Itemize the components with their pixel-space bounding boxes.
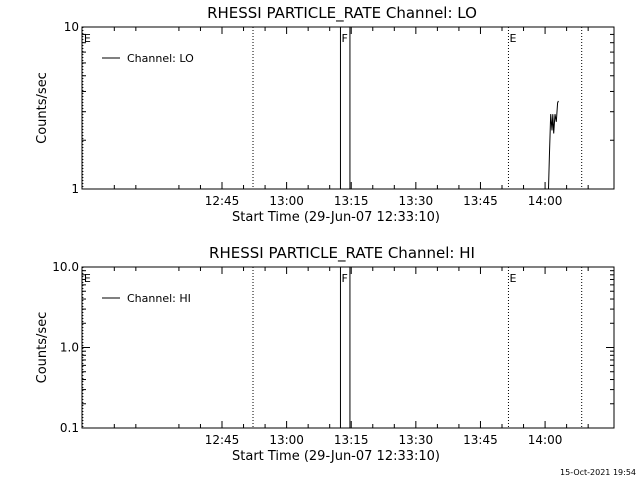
x-axis-label: Start Time (29-Jun-07 12:33:10): [232, 449, 440, 464]
y-axis-label: Counts/sec: [35, 312, 50, 384]
x-tick-label: 12:45: [205, 433, 240, 447]
x-tick-label: 13:15: [334, 194, 369, 208]
event-marker-label: E: [84, 272, 91, 285]
x-tick-label: 13:45: [463, 433, 498, 447]
y-tick-label: 1.0: [60, 341, 79, 355]
x-tick-label: 12:45: [205, 194, 240, 208]
series-line-channel: [548, 100, 559, 190]
event-marker-label: F: [341, 32, 347, 45]
event-marker-label: E: [509, 32, 516, 45]
legend-entry: Channel: HI: [127, 292, 191, 305]
event-marker-label: E: [509, 272, 516, 285]
y-tick-label: 1: [71, 182, 79, 196]
y-tick-label: 10.0: [52, 260, 79, 274]
chart-title: RHESSI PARTICLE_RATE Channel: LO: [207, 4, 477, 23]
y-axis-label: Counts/sec: [35, 72, 50, 144]
legend-entry: Channel: LO: [127, 52, 194, 65]
x-tick-label: 13:15: [334, 433, 369, 447]
panel-hi: RHESSI PARTICLE_RATE Channel: HI 12:45 13:…: [35, 244, 615, 464]
y-tick-label: 10: [64, 20, 79, 34]
x-tick-label: 14:00: [528, 194, 563, 208]
x-tick-label: 13:00: [269, 194, 304, 208]
x-tick-label: 14:00: [528, 433, 563, 447]
footer-timestamp: 15-Oct-2021 19:54: [560, 468, 636, 477]
y-tick-label: 0.1: [60, 421, 79, 435]
x-tick-label: 13:30: [399, 194, 434, 208]
chart-title: RHESSI PARTICLE_RATE Channel: HI: [209, 244, 475, 263]
x-tick-label: 13:30: [399, 433, 434, 447]
x-tick-label: 13:00: [269, 433, 304, 447]
x-axis-label: Start Time (29-Jun-07 12:33:10): [232, 210, 440, 225]
plot-frame: [81, 26, 615, 190]
panel-lo: RHESSI PARTICLE_RATE Channel: LO 12:45 13:…: [35, 4, 615, 225]
event-marker-label: F: [341, 272, 347, 285]
x-tick-label: 13:45: [463, 194, 498, 208]
event-marker-label: E: [84, 32, 91, 45]
